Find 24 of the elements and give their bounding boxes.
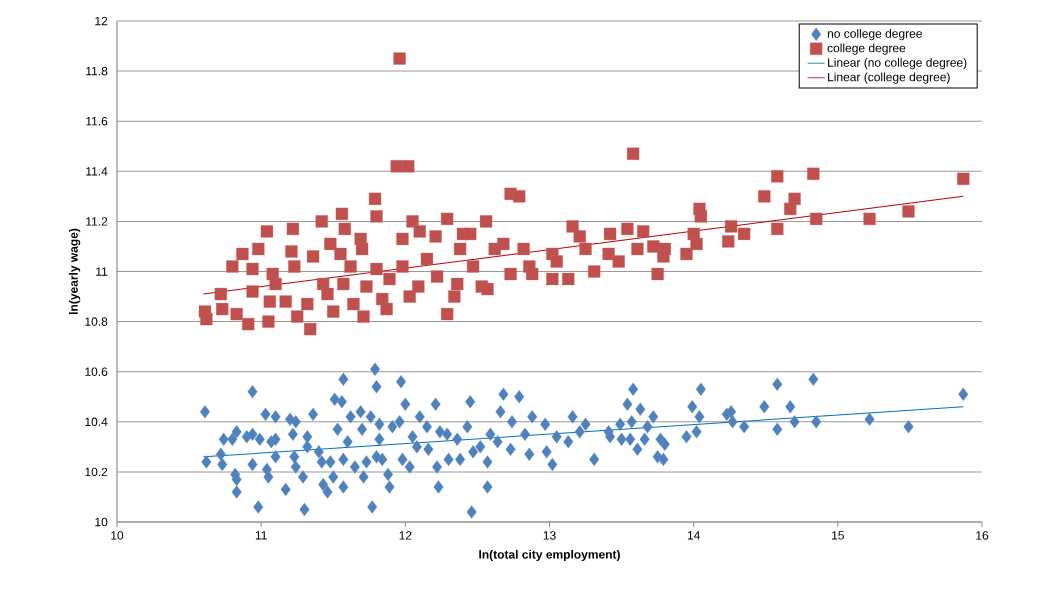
x-axis-title: ln(total city employment): [479, 549, 620, 562]
legend-label: Linear (college degree): [828, 72, 950, 84]
x-tick-label: 16: [976, 531, 989, 540]
y-tick-label: 11: [96, 267, 108, 276]
y-tick-label: 12: [95, 16, 108, 26]
y-tick-label: 10.4: [85, 417, 108, 427]
x-tick-label: 12: [399, 531, 412, 540]
y-tick-label: 11.6: [86, 116, 108, 126]
x-tick-label: 14: [687, 531, 700, 540]
legend-label: college degree: [827, 43, 906, 55]
y-axis-title: ln(yearly wage): [69, 228, 81, 315]
x-tick-label: 13: [543, 531, 556, 540]
legend-label: Linear (no college degree): [828, 58, 967, 70]
y-tick-label: 10: [95, 517, 108, 527]
y-tick-label: 11.2: [86, 217, 108, 226]
y-tick-label: 10.8: [85, 317, 108, 326]
y-tick-label: 10.6: [85, 367, 108, 376]
y-tick-label: 10.2: [85, 467, 108, 477]
x-tick-label: 11: [255, 531, 267, 540]
y-tick-label: 11.8: [86, 66, 108, 76]
legend-label: no college degree: [827, 29, 922, 41]
x-tick-label: 10: [111, 531, 124, 540]
y-tick-label: 11.4: [86, 167, 108, 176]
x-tick-label: 15: [832, 531, 844, 540]
